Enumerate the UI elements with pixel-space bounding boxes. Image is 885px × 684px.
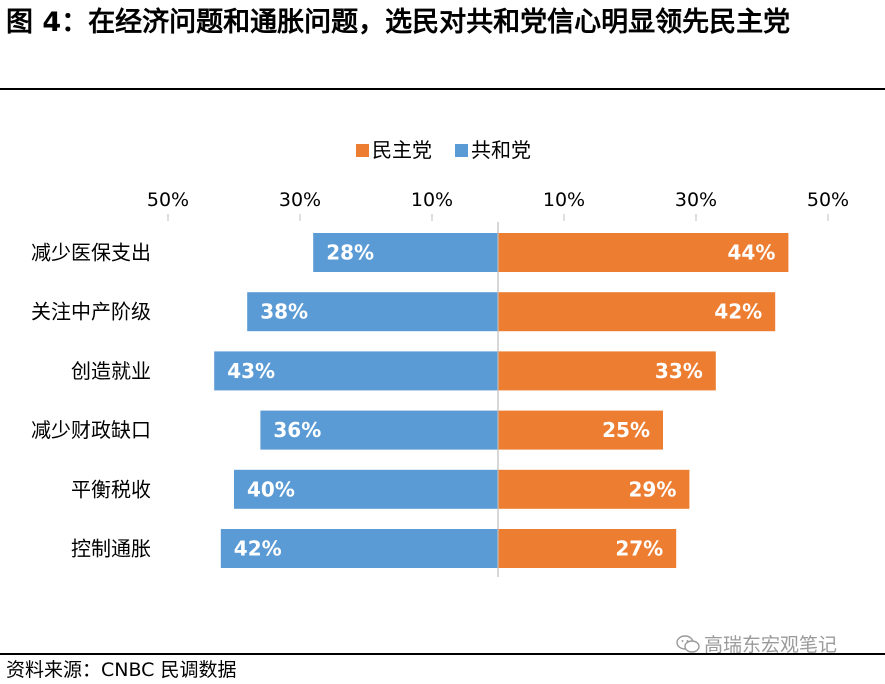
- data-label-right-3: 25%: [602, 418, 650, 442]
- bar-right-5: [498, 529, 677, 568]
- bar-right-1: [498, 292, 776, 332]
- bar-left-2: [214, 351, 498, 391]
- source-note: 资料来源：CNBC 民调数据: [6, 659, 237, 681]
- data-label-left-0: 28%: [326, 241, 374, 265]
- title-divider: [0, 88, 885, 90]
- legend-label-0: 民主党: [372, 138, 432, 162]
- bar-right-4: [498, 469, 690, 509]
- bar-right-2: [498, 351, 716, 391]
- bar-left-5: [220, 529, 499, 568]
- category-label-4: 平衡税收: [71, 477, 151, 501]
- category-label-0: 减少医保支出: [31, 241, 151, 265]
- data-label-right-5: 27%: [615, 537, 663, 561]
- bar-right-3: [498, 410, 663, 450]
- bar-left-4: [234, 469, 498, 509]
- legend-label-1: 共和党: [471, 138, 531, 162]
- tick-label-5: 50%: [807, 189, 849, 211]
- watermark: 高瑞东宏观笔记: [676, 630, 837, 657]
- data-label-left-2: 43%: [227, 359, 275, 383]
- wechat-icon: [676, 634, 700, 653]
- tick-label-3: 10%: [543, 189, 585, 211]
- diverging-bar-chart: 民主党 共和党 50% 30% 10% 10% 30% 50% 44% 28% 42% 38% 33…: [31, 138, 849, 577]
- legend-swatch-0: [356, 144, 369, 157]
- data-label-right-1: 42%: [714, 300, 762, 324]
- data-label-left-5: 42%: [234, 537, 282, 561]
- x-axis: 50% 30% 10% 10% 30% 50%: [147, 189, 849, 221]
- data-label-left-3: 36%: [273, 418, 321, 442]
- bar-left-1: [247, 292, 498, 332]
- data-label-right-0: 44%: [728, 241, 776, 265]
- category-label-2: 创造就业: [71, 359, 151, 383]
- data-label-left-1: 38%: [260, 300, 308, 324]
- tick-label-2: 10%: [411, 189, 453, 211]
- category-label-5: 控制通胀: [71, 537, 151, 561]
- data-label-left-4: 40%: [247, 477, 295, 501]
- figure-title: 图 4：在经济问题和通胀问题，选民对共和党信心明显领先民主党: [6, 7, 791, 38]
- tick-label-4: 30%: [675, 189, 717, 211]
- tick-label-0: 50%: [147, 189, 189, 211]
- data-label-right-4: 29%: [629, 477, 677, 501]
- footer-divider: [0, 653, 885, 655]
- bars: 44% 28% 42% 38% 33% 43% 25% 36% 29% 40% 27% 42%: [214, 222, 789, 577]
- category-label-3: 减少财政缺口: [31, 418, 151, 442]
- watermark-text: 高瑞东宏观笔记: [704, 634, 838, 656]
- tick-label-1: 30%: [279, 189, 321, 211]
- bar-left-3: [260, 410, 498, 450]
- category-label-1: 关注中产阶级: [31, 300, 151, 324]
- chart-legend: 民主党 共和党: [356, 138, 531, 162]
- bar-right-0: [498, 233, 789, 272]
- data-label-right-2: 33%: [655, 359, 703, 383]
- legend-swatch-1: [455, 144, 468, 157]
- bar-left-0: [313, 233, 498, 272]
